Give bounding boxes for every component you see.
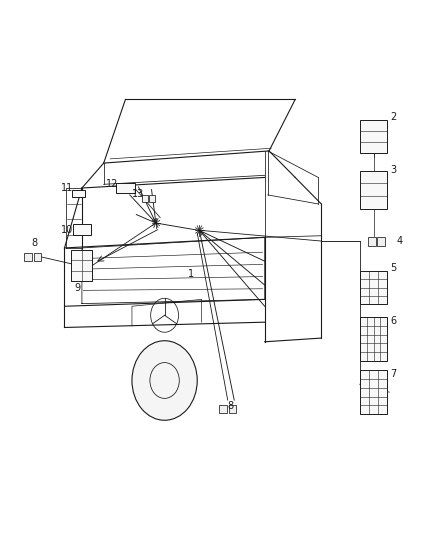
Text: 9: 9 <box>74 284 81 294</box>
Text: 4: 4 <box>396 236 403 246</box>
Bar <box>34 253 41 261</box>
Bar <box>149 195 155 202</box>
Text: 5: 5 <box>390 263 396 273</box>
Text: 10: 10 <box>61 225 73 236</box>
Text: 7: 7 <box>390 369 396 379</box>
Bar <box>360 120 387 153</box>
Bar <box>116 183 134 193</box>
Circle shape <box>132 341 197 420</box>
Bar <box>72 190 85 197</box>
Bar <box>71 250 92 281</box>
Text: 2: 2 <box>390 112 396 122</box>
Text: 1: 1 <box>187 270 194 279</box>
Bar <box>360 171 387 209</box>
Text: 3: 3 <box>390 165 396 175</box>
Bar <box>141 195 148 202</box>
Bar <box>229 405 236 413</box>
Bar <box>73 224 91 235</box>
Text: 8: 8 <box>31 238 37 248</box>
Bar <box>378 237 385 246</box>
Bar <box>360 370 387 414</box>
Bar <box>219 405 227 413</box>
Text: 13: 13 <box>132 189 144 199</box>
Text: 8: 8 <box>228 401 234 411</box>
Bar <box>368 237 376 246</box>
Bar <box>360 271 387 304</box>
Bar <box>360 317 387 361</box>
Text: 12: 12 <box>106 179 118 189</box>
Text: 11: 11 <box>61 183 73 193</box>
Bar <box>25 253 32 261</box>
Text: 6: 6 <box>390 316 396 326</box>
